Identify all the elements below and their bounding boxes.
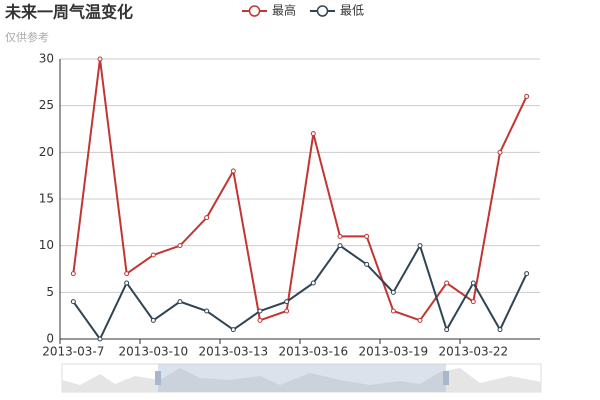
point — [70, 271, 76, 277]
point — [257, 308, 263, 314]
point — [497, 149, 503, 155]
zoom-shadow — [62, 368, 541, 392]
point — [124, 271, 130, 277]
point — [444, 327, 450, 333]
point — [70, 299, 76, 305]
y-tick-label: 15 — [39, 192, 54, 206]
point — [150, 252, 156, 258]
point — [310, 131, 316, 137]
x-tick-label: 2013-03-10 — [118, 345, 188, 359]
x-tick-label: 2013-03-7 — [42, 345, 104, 359]
point — [524, 93, 530, 99]
point — [284, 308, 290, 314]
data-zoom[interactable] — [61, 363, 542, 393]
legend-label: 最低 — [340, 4, 364, 18]
point — [337, 243, 343, 249]
zoom-handle[interactable] — [155, 371, 161, 385]
point — [337, 233, 343, 239]
point — [390, 308, 396, 314]
point — [470, 280, 476, 286]
legend-symbol — [248, 5, 261, 17]
chart-title: 未来一周气温变化 — [4, 3, 133, 22]
point — [417, 317, 423, 323]
point — [364, 233, 370, 239]
y-tick-label: 30 — [39, 52, 54, 66]
y-tick-label: 25 — [39, 98, 54, 112]
point — [470, 299, 476, 305]
x-tick-label: 2013-03-22 — [438, 345, 508, 359]
point — [150, 317, 156, 323]
y-tick-label: 10 — [39, 238, 54, 252]
y-tick-label: 5 — [46, 285, 54, 299]
zoom-window[interactable] — [158, 364, 446, 392]
point — [204, 215, 210, 221]
point — [124, 280, 130, 286]
point — [390, 289, 396, 295]
series-line — [72, 243, 528, 341]
point — [97, 336, 103, 342]
x-tick-label: 2013-03-16 — [278, 345, 348, 359]
point — [524, 271, 530, 277]
point — [177, 243, 183, 249]
point — [364, 261, 370, 267]
x-tick-label: 2013-03-13 — [198, 345, 268, 359]
legend-label: 最高 — [272, 3, 296, 18]
point — [444, 280, 450, 286]
point — [310, 280, 316, 286]
point — [204, 308, 210, 314]
point — [284, 299, 290, 305]
point — [230, 168, 236, 174]
point — [417, 243, 423, 249]
legend-item[interactable]: 最高 — [242, 3, 296, 18]
point — [257, 317, 263, 323]
point — [97, 56, 103, 62]
y-tick-label: 20 — [39, 145, 54, 159]
point — [497, 327, 503, 333]
chart-subtitle: 仅供参考 — [5, 30, 49, 44]
series-line — [72, 58, 528, 322]
point — [177, 299, 183, 305]
legend-symbol — [316, 5, 329, 17]
legend-item[interactable]: 最低 — [310, 4, 364, 18]
point — [230, 327, 236, 333]
y-tick-label: 0 — [46, 332, 54, 346]
x-tick-label: 2013-03-19 — [358, 345, 428, 359]
zoom-handle[interactable] — [443, 371, 449, 385]
